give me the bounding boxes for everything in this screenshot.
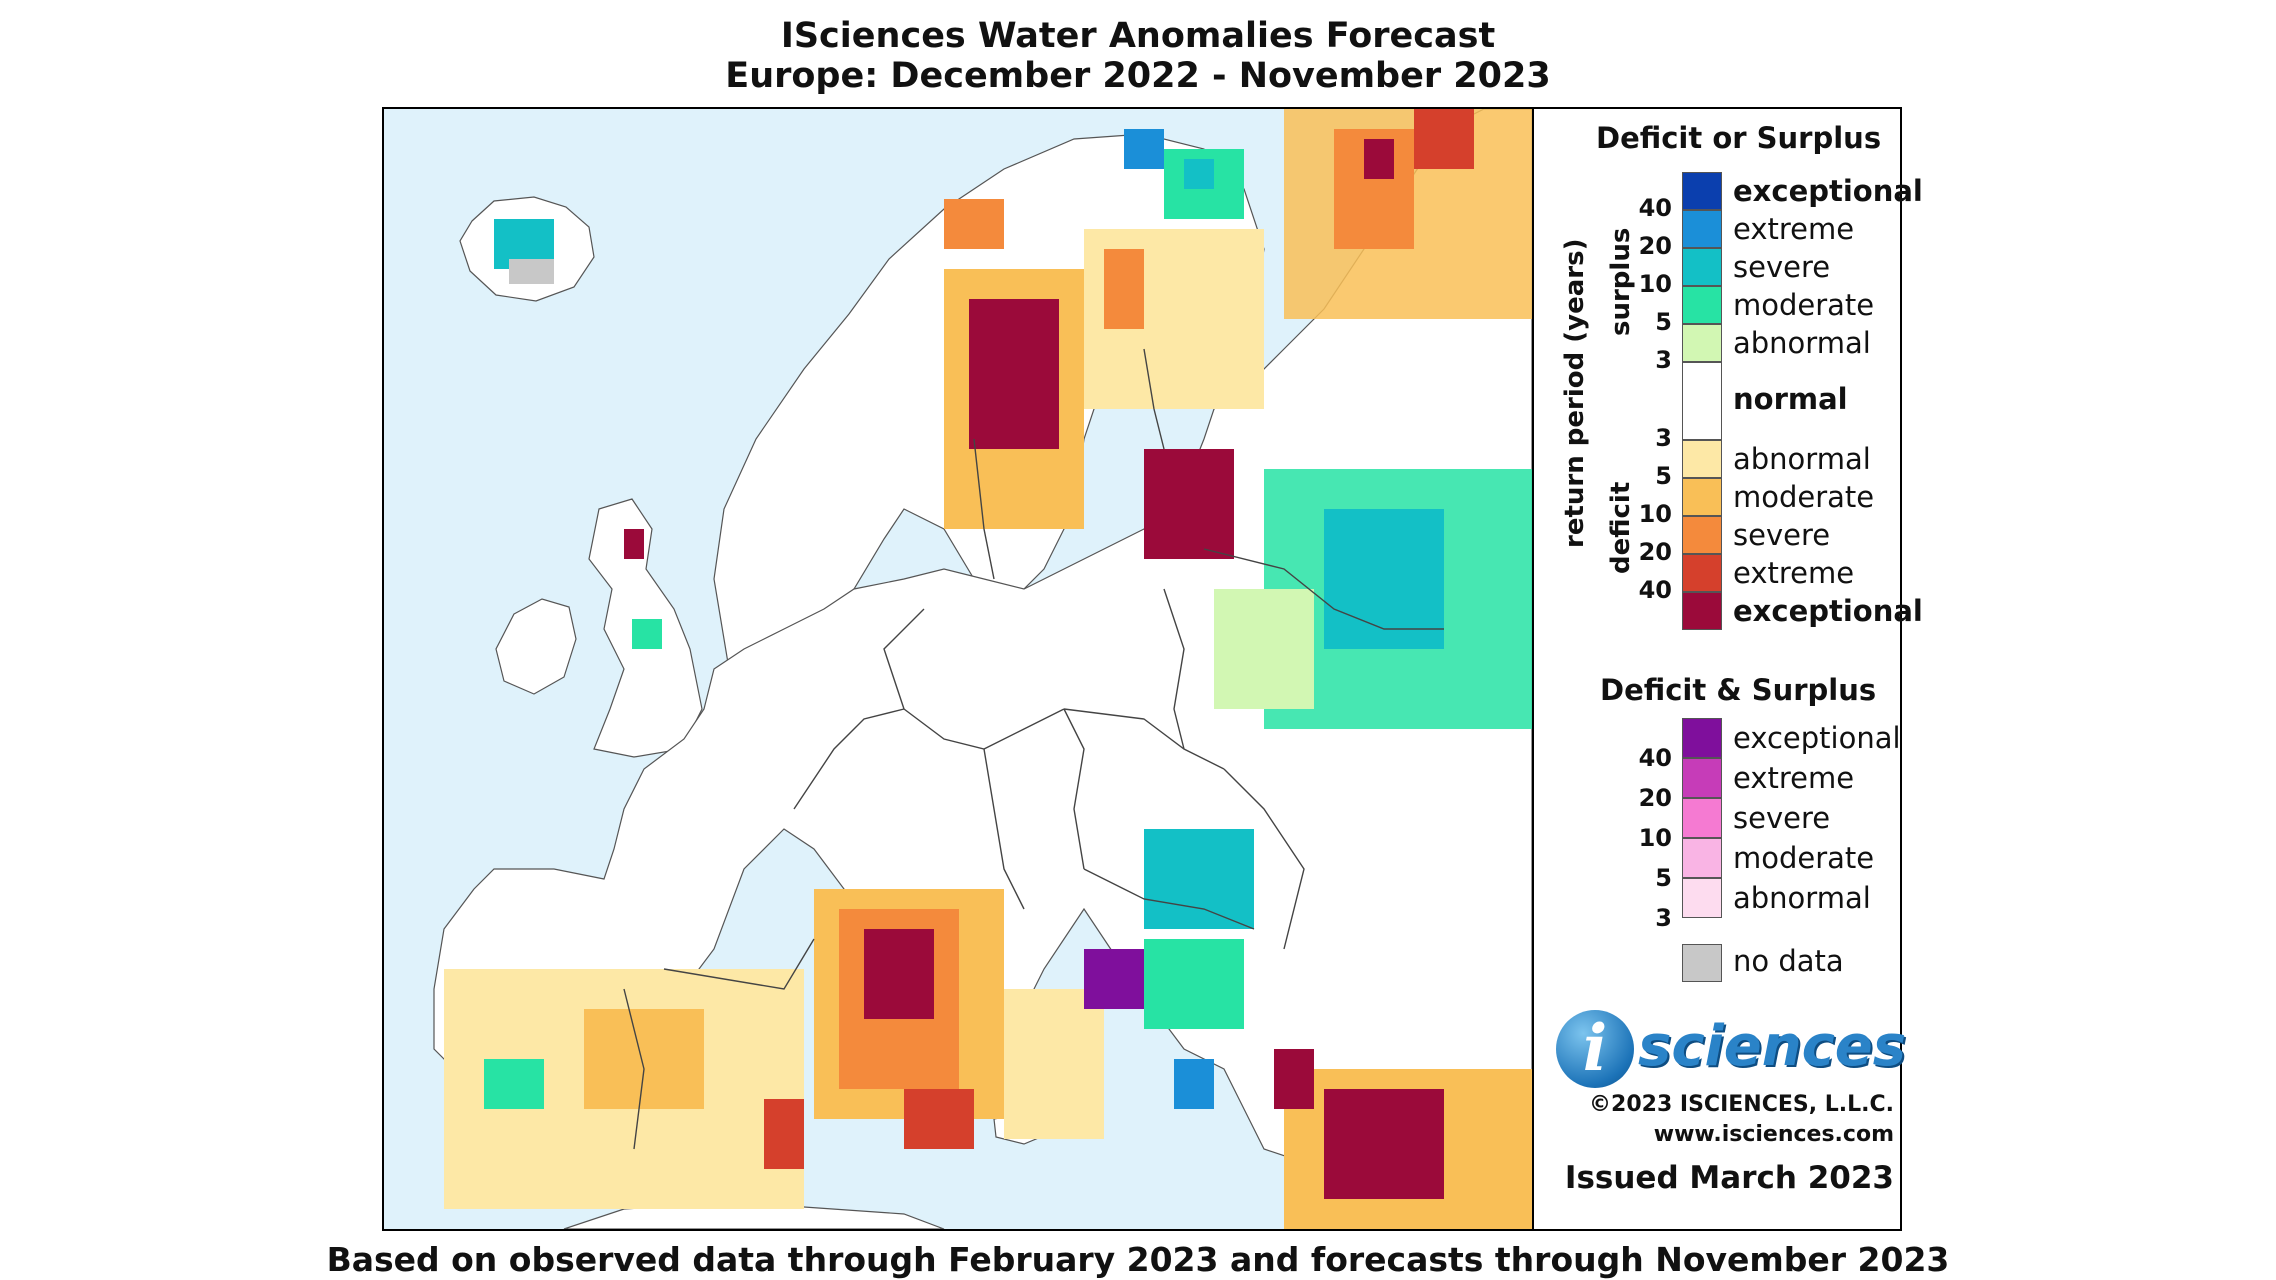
footer-note: Based on observed data through February … [326,1240,1950,1279]
cell [1214,589,1314,709]
europe-anomaly-map [384,109,1532,1229]
legend-number-surplus: 3 [1655,346,1672,374]
cell [904,1089,974,1149]
copyright-text: ©2023 ISCIENCES, L.L.C. [1589,1092,1894,1117]
land-ireland [495,598,577,695]
legend-no-data-label: no data [1733,944,1844,978]
legend-swatch-surplus-moderate [1682,286,1722,324]
issued-date: Issued March 2023 [1564,1160,1894,1196]
legend-number-deficit: 40 [1638,576,1672,604]
cell [624,529,644,559]
cell [632,619,662,649]
legend-swatch-deficit-exceptional [1682,592,1722,630]
legend-swatch-deficit-severe [1682,516,1722,554]
legend-label-surplus-exceptional: exceptional [1733,174,1923,208]
legend-heading-deficit-and-surplus: Deficit & Surplus [1600,673,1877,707]
legend-number-both: 20 [1638,784,1672,812]
cell [1144,939,1244,1029]
legend-heading-deficit-or-surplus: Deficit or Surplus [1596,121,1882,155]
legend-swatch-surplus-severe [1682,248,1722,286]
legend-no-data-swatch [1682,944,1722,982]
cell [1324,509,1444,649]
logo-mark: i [1556,1010,1634,1088]
legend-swatch-both-extreme [1682,758,1722,798]
legend-number-deficit: 10 [1638,500,1672,528]
legend-label-surplus-severe: severe [1733,250,1831,284]
country-borders [623,348,1444,1150]
legend-number-surplus: 40 [1638,194,1672,222]
legend-label-both-exceptional: exceptional [1733,721,1901,755]
map-title: ISciences Water Anomalies Forecast [780,16,1496,56]
legend-number-surplus: 10 [1638,270,1672,298]
legend-label-deficit-moderate: moderate [1733,480,1875,514]
legend-swatch-deficit-extreme [1682,554,1722,592]
legend-swatch-deficit-moderate [1682,478,1722,516]
legend-number-both: 3 [1655,904,1672,932]
cell [509,259,554,284]
legend-swatch-deficit-abnormal [1682,440,1722,478]
cell [1274,1049,1314,1109]
legend-number-deficit: 3 [1655,424,1672,452]
cell [1104,249,1144,329]
legend-swatch-both-exceptional [1682,718,1722,758]
cell [584,1009,704,1109]
legend-label-both-abnormal: abnormal [1733,881,1871,915]
website-text: www.isciences.com [1653,1122,1894,1147]
legend-swatch-both-moderate [1682,838,1722,878]
isciences-logo: i sciences [1556,1010,1906,1090]
legend-normal-label: normal [1733,382,1848,416]
legend-label-both-severe: severe [1733,801,1831,835]
cell [969,299,1059,449]
legend-number-surplus: 5 [1655,308,1672,336]
legend-number-deficit: 20 [1638,538,1672,566]
cell [1414,109,1474,169]
cell [1364,139,1394,179]
legend-swatch-both-severe [1682,798,1722,838]
cell [1144,829,1254,929]
legend-divider [1532,109,1534,1229]
legend-swatch-both-abnormal [1682,878,1722,918]
legend-label-surplus-moderate: moderate [1733,288,1875,322]
legend-swatch-surplus-extreme [1682,210,1722,248]
legend-swatch-surplus-abnormal [1682,324,1722,362]
legend-label-deficit-exceptional: exceptional [1733,594,1923,628]
legend-label-surplus-abnormal: abnormal [1733,326,1871,360]
legend-number-surplus: 20 [1638,232,1672,260]
legend-swatch-surplus-exceptional [1682,172,1722,210]
cell [1124,129,1164,169]
cell [1004,989,1104,1139]
legend-number-deficit: 5 [1655,462,1672,490]
legend-label-deficit-abnormal: abnormal [1733,442,1871,476]
legend-number-both: 40 [1638,744,1672,772]
map-subtitle: Europe: December 2022 - November 2023 [725,56,1551,96]
cell [1324,1089,1444,1199]
cell [944,199,1004,249]
legend-label-deficit-severe: severe [1733,518,1831,552]
cell [1144,449,1234,559]
legend-label-both-moderate: moderate [1733,841,1875,875]
legend-number-both: 5 [1655,864,1672,892]
cell [1184,159,1214,189]
cell [1174,1059,1214,1109]
legend-label-both-extreme: extreme [1733,761,1855,795]
cell [864,929,934,1019]
legend-number-both: 10 [1638,824,1672,852]
logo-wordmark: sciences [1638,1014,1907,1079]
legend-label-deficit-extreme: extreme [1733,556,1855,590]
anomaly-cells [444,109,1532,1229]
legend-normal-swatch [1682,362,1722,440]
cell [764,1099,804,1169]
legend-axis-label: return period (years) [1560,238,1590,548]
cell [484,1059,544,1109]
legend-label-surplus-extreme: extreme [1733,212,1855,246]
